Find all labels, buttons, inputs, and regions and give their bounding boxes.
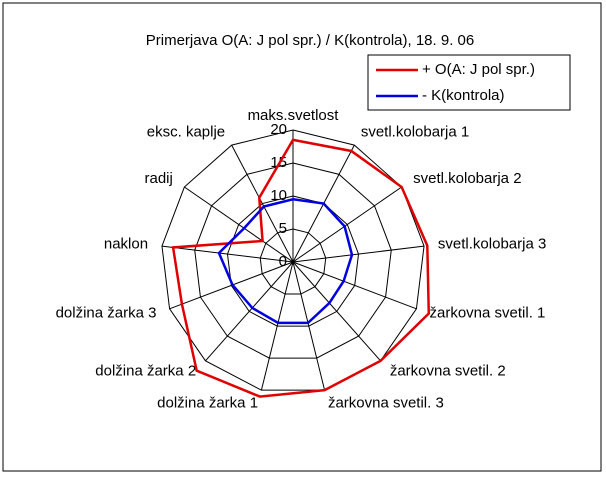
axis-line bbox=[184, 186, 294, 263]
axis-line bbox=[231, 144, 294, 263]
category-label: radij bbox=[144, 170, 172, 187]
category-label: žarkovna svetil. 1 bbox=[430, 305, 546, 322]
axis-line bbox=[292, 245, 425, 263]
category-label: dolžina žarka 3 bbox=[56, 305, 157, 322]
legend bbox=[367, 54, 571, 111]
category-label: žarkovna svetil. 3 bbox=[328, 395, 444, 412]
chart-title: Primerjava O(A: J pol spr.) / K(kontrola… bbox=[146, 32, 474, 49]
axis-line bbox=[205, 261, 294, 362]
category-label: svetl.kolobarja 1 bbox=[361, 124, 469, 141]
axis-line bbox=[292, 261, 381, 362]
y-tick-label: 0 bbox=[279, 253, 287, 270]
category-label: naklon bbox=[104, 235, 148, 252]
grid-line bbox=[226, 195, 360, 327]
legend-label: + O(A: J pol spr.) bbox=[422, 61, 535, 78]
y-tick-label: 20 bbox=[270, 121, 287, 138]
series-line bbox=[217, 198, 354, 325]
axis-line bbox=[169, 261, 294, 310]
axis-line bbox=[161, 245, 294, 263]
category-label: svetl.kolobarja 3 bbox=[438, 235, 546, 252]
category-label: žarkovna svetil. 2 bbox=[390, 362, 506, 379]
axis-line bbox=[292, 261, 417, 310]
category-label: dolžina žarka 1 bbox=[157, 395, 258, 412]
category-label: svetl.kolobarja 2 bbox=[413, 170, 521, 187]
y-tick-label: 10 bbox=[270, 187, 287, 204]
y-tick-label: 5 bbox=[279, 220, 287, 237]
axis-line bbox=[292, 261, 326, 391]
axis-line bbox=[292, 186, 402, 263]
grid-line bbox=[259, 228, 327, 295]
grid-line bbox=[194, 162, 392, 359]
category-label: maks.svetlost bbox=[248, 107, 340, 124]
axis-line bbox=[260, 261, 294, 391]
category-label: dolžina žarka 2 bbox=[95, 362, 196, 379]
series-line bbox=[171, 138, 431, 398]
category-label: eksc. kaplje bbox=[147, 124, 225, 141]
legend-label: - K(kontrola) bbox=[422, 87, 505, 104]
